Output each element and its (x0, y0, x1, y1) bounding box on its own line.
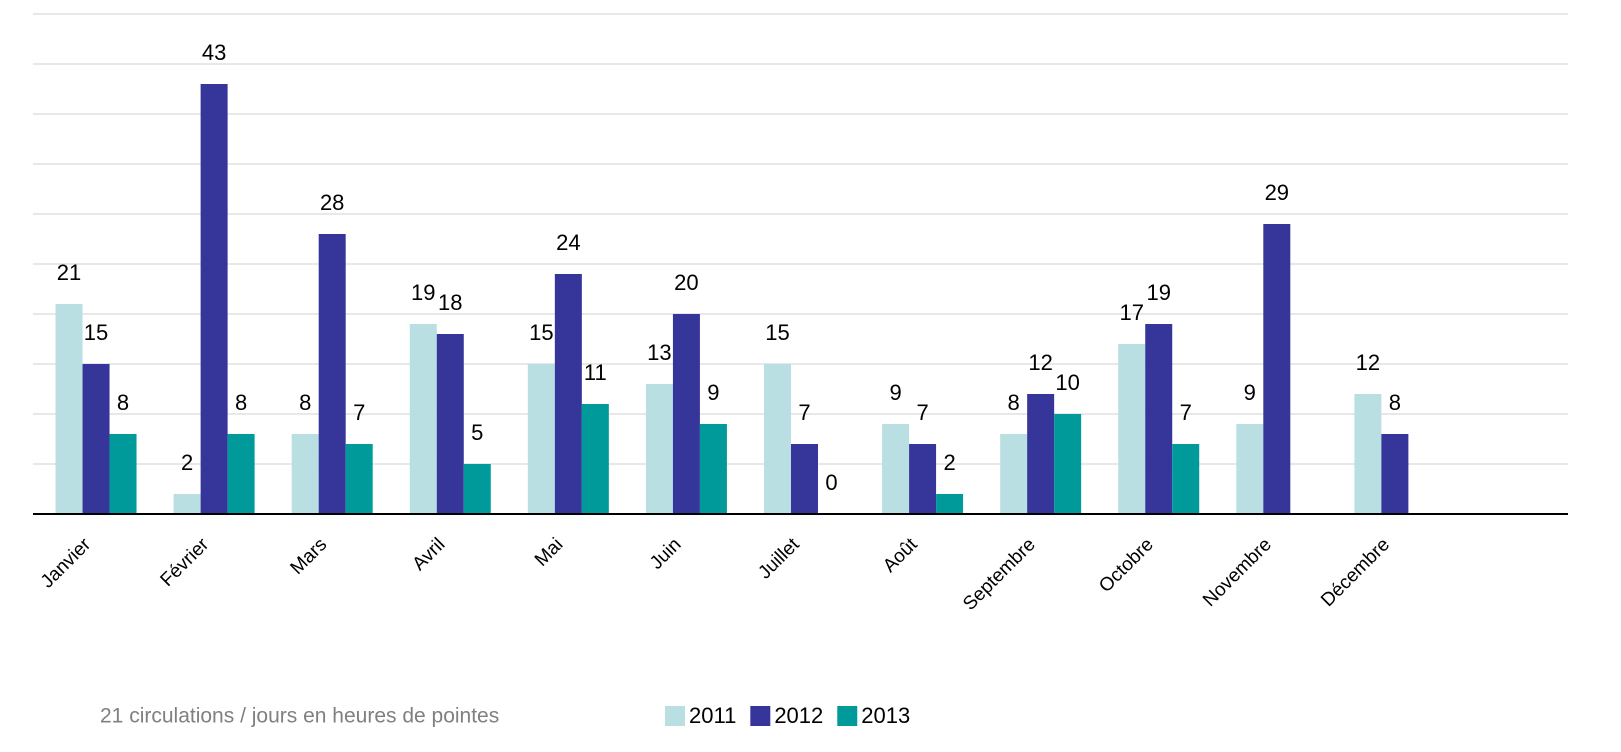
bar (409, 324, 437, 514)
bar (345, 444, 373, 514)
bar (581, 404, 609, 514)
bar (291, 434, 319, 514)
value-label: 0 (825, 470, 837, 495)
bar (645, 384, 673, 514)
legend-label: 2011 (689, 703, 736, 728)
x-tick-label: Février (157, 534, 214, 591)
value-label: 8 (1389, 390, 1401, 415)
bar (200, 84, 228, 514)
value-label: 24 (556, 230, 580, 255)
bar (1054, 414, 1082, 514)
bar (318, 234, 346, 514)
value-label: 9 (707, 380, 719, 405)
value-label: 7 (916, 400, 928, 425)
x-tick-label: Avril (409, 534, 450, 575)
value-label: 10 (1055, 370, 1079, 395)
value-label: 13 (647, 340, 671, 365)
value-label: 15 (84, 320, 108, 345)
bar (463, 464, 491, 514)
value-label: 19 (1146, 280, 1170, 305)
legend-label: 2012 (774, 703, 823, 728)
value-label: 29 (1265, 180, 1289, 205)
bar (1263, 224, 1291, 514)
bar (55, 304, 83, 514)
bar (1000, 434, 1028, 514)
value-label: 8 (117, 390, 129, 415)
value-label: 19 (411, 280, 435, 305)
value-label: 7 (798, 400, 810, 425)
legend-label: 2013 (861, 703, 910, 728)
value-label: 15 (765, 320, 789, 345)
value-label: 8 (1008, 390, 1020, 415)
value-label: 20 (674, 270, 698, 295)
value-label: 15 (529, 320, 553, 345)
value-label: 18 (438, 290, 462, 315)
value-label: 7 (1180, 400, 1192, 425)
bar (764, 364, 791, 514)
value-label: 28 (320, 190, 344, 215)
bar (1172, 444, 1200, 514)
value-label: 12 (1028, 350, 1052, 375)
value-label: 7 (353, 400, 365, 425)
legend-swatch (837, 706, 858, 726)
value-label: 43 (202, 40, 226, 65)
bar (1118, 344, 1146, 514)
bar (882, 424, 910, 514)
value-label: 2 (943, 450, 955, 475)
bar (699, 424, 727, 514)
value-label: 21 (57, 260, 81, 285)
bar (1027, 394, 1055, 514)
value-label: 8 (299, 390, 311, 415)
x-tick-label: Novembre (1199, 534, 1276, 611)
value-label: 11 (584, 360, 607, 385)
bar (909, 444, 937, 514)
value-label: 2 (181, 450, 193, 475)
value-label: 12 (1356, 350, 1380, 375)
bar (1354, 394, 1382, 514)
bar (527, 364, 555, 514)
bar (672, 314, 700, 514)
bar (554, 274, 582, 514)
bar (436, 334, 464, 514)
legend-swatch (665, 706, 685, 726)
bar (109, 434, 137, 514)
bar (227, 434, 255, 514)
bar (936, 494, 964, 514)
x-tick-label: Octobre (1095, 534, 1158, 597)
x-tick-label: Juillet (754, 534, 804, 584)
x-tick-label: Septembre (959, 534, 1040, 615)
value-label: 17 (1119, 300, 1143, 325)
bar (1145, 324, 1173, 514)
value-label: 9 (1244, 380, 1256, 405)
x-tick-label: Mai (531, 534, 568, 571)
x-tick-label: Décembre (1317, 534, 1394, 611)
chart-note: 21 circulations / jours en heures de poi… (100, 705, 499, 728)
value-label: 9 (889, 380, 901, 405)
value-label: 5 (471, 420, 483, 445)
x-tick-label: Juin (646, 534, 685, 573)
x-tick-label: Août (879, 534, 922, 577)
legend-swatch (750, 706, 771, 726)
bar (173, 494, 201, 514)
value-label: 8 (235, 390, 247, 415)
x-tick-label: Mars (287, 534, 332, 579)
x-tick-label: Janvier (37, 534, 96, 593)
bar (82, 364, 110, 514)
bar (791, 444, 818, 514)
bar (1236, 424, 1264, 514)
bar (1381, 434, 1409, 514)
